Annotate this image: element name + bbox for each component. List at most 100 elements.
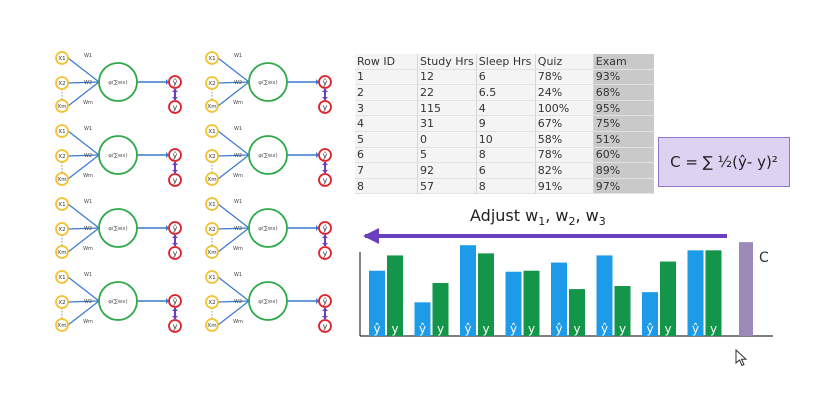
sum-node bbox=[98, 208, 138, 248]
weight-label: W2 bbox=[84, 226, 92, 232]
input-node bbox=[205, 51, 219, 65]
sum-node-icon: φ(∑wx) bbox=[108, 299, 127, 305]
table-cell: 93% bbox=[593, 69, 654, 86]
target-node bbox=[318, 100, 332, 114]
weight-label: W1 bbox=[84, 199, 92, 205]
sum-node-icon: φ(∑wx) bbox=[258, 299, 277, 305]
input-node bbox=[205, 99, 219, 113]
table-cell: 68% bbox=[593, 84, 654, 101]
input-label: X2 bbox=[208, 81, 215, 87]
table-cell: 6 bbox=[355, 147, 418, 164]
cost-formula-box: C = ∑ ½(ŷ- y)² bbox=[658, 137, 790, 187]
sum-node-icon: φ(∑wx) bbox=[108, 226, 127, 232]
weight-label: Wm bbox=[83, 173, 93, 179]
bar-label: ŷ bbox=[555, 322, 562, 336]
table-row: 3 115 4 100% 95% bbox=[355, 100, 654, 117]
input-label: Xm bbox=[207, 323, 216, 329]
bar-label: y bbox=[528, 322, 535, 336]
bar bbox=[369, 270, 385, 336]
table-row: 5 0 10 58% 51% bbox=[355, 131, 654, 148]
input-node bbox=[55, 51, 69, 65]
adjust-weights-label: Adjust w1, w2, w3 bbox=[470, 206, 606, 229]
table-cell: 78% bbox=[535, 147, 594, 164]
bar-label: y bbox=[391, 322, 398, 336]
target-label: y bbox=[173, 103, 178, 112]
weight-label: W1 bbox=[84, 272, 92, 278]
table-cell: 58% bbox=[535, 131, 594, 148]
input-node bbox=[55, 295, 69, 309]
table-header-row: Row ID Study Hrs Sleep Hrs Quiz Exam bbox=[355, 54, 654, 70]
table-cell: 92 bbox=[417, 162, 477, 179]
input-label: Xm bbox=[57, 323, 66, 329]
target-node bbox=[168, 246, 182, 260]
bar-label: y bbox=[619, 322, 626, 336]
sum-node bbox=[248, 62, 288, 102]
prediction-bar-chart: ŷ y ŷ y ŷ y ŷ y ŷ y ŷ y ŷ y ŷ yC bbox=[359, 228, 773, 337]
bar-label: ŷ bbox=[464, 322, 471, 336]
mouse-cursor-icon bbox=[735, 349, 748, 367]
table-cell: 60% bbox=[593, 147, 654, 164]
target-label: y bbox=[323, 249, 328, 258]
input-node bbox=[55, 76, 69, 90]
table-row: 7 92 6 82% 89% bbox=[355, 162, 654, 179]
output-node bbox=[318, 148, 332, 162]
weight-1: w1 bbox=[525, 206, 546, 229]
input-label: X1 bbox=[208, 56, 215, 62]
perceptron: X1 X2 Xm W1 W2 Wm φ(∑wx) ŷ y bbox=[205, 270, 332, 333]
input-node bbox=[205, 222, 219, 236]
cost-formula: C = ∑ ½(ŷ- y)² bbox=[670, 153, 778, 171]
table-cell: 22 bbox=[417, 84, 477, 101]
table-cell: 100% bbox=[535, 100, 594, 117]
table-cell: 6 bbox=[476, 162, 536, 179]
weight-3: w3 bbox=[585, 206, 606, 229]
table-cell: 95% bbox=[593, 100, 654, 117]
input-label: X2 bbox=[208, 300, 215, 306]
perceptron: X1 X2 Xm W1 W2 Wm φ(∑wx) ŷ y bbox=[205, 51, 332, 114]
table-cell: 10 bbox=[476, 131, 536, 148]
bar bbox=[460, 245, 476, 336]
weight-label: W2 bbox=[84, 80, 92, 86]
bar bbox=[387, 255, 403, 336]
weight-label: W1 bbox=[234, 272, 242, 278]
target-node bbox=[318, 246, 332, 260]
weight-label: Wm bbox=[83, 100, 93, 106]
target-label: y bbox=[173, 322, 178, 331]
output-node bbox=[168, 221, 182, 235]
table-cell: 67% bbox=[535, 115, 594, 132]
input-label: X1 bbox=[208, 202, 215, 208]
input-node bbox=[55, 197, 69, 211]
sum-node bbox=[98, 62, 138, 102]
bar-label: ŷ bbox=[373, 322, 380, 336]
table-cell: 8 bbox=[476, 147, 536, 164]
bar bbox=[569, 289, 585, 336]
target-label: y bbox=[173, 249, 178, 258]
target-label: y bbox=[323, 103, 328, 112]
bar bbox=[687, 250, 704, 336]
weight-label: W2 bbox=[84, 153, 92, 159]
sum-node bbox=[98, 135, 138, 175]
input-node bbox=[55, 318, 69, 332]
table-cell: 91% bbox=[535, 178, 594, 195]
bar-label: ŷ bbox=[419, 322, 426, 336]
bar bbox=[478, 253, 494, 336]
input-node bbox=[205, 149, 219, 163]
input-node bbox=[55, 124, 69, 138]
table-cell: 1 bbox=[355, 69, 418, 86]
input-node bbox=[205, 76, 219, 90]
output-node bbox=[168, 148, 182, 162]
perceptron-grid: X1 X2 Xm W1 W2 Wm φ(∑wx) ŷ y X1 X2 Xm W1 W2 Wm φ(∑wx) ŷ y… bbox=[55, 51, 332, 333]
weight-2: w2 bbox=[555, 206, 576, 229]
table-cell: 78% bbox=[535, 69, 594, 86]
input-label: X2 bbox=[58, 154, 65, 160]
output-label: ŷ bbox=[323, 78, 328, 87]
input-label: Xm bbox=[207, 104, 216, 110]
input-label: X2 bbox=[58, 81, 65, 87]
table-cell: 115 bbox=[417, 100, 477, 117]
input-label: X1 bbox=[208, 275, 215, 281]
weight-label: W1 bbox=[84, 126, 92, 132]
table-cell: 4 bbox=[355, 115, 418, 132]
table-cell: 5 bbox=[355, 131, 418, 148]
bar bbox=[705, 250, 722, 336]
header-quiz: Quiz bbox=[535, 54, 594, 70]
output-label: ŷ bbox=[323, 224, 328, 233]
